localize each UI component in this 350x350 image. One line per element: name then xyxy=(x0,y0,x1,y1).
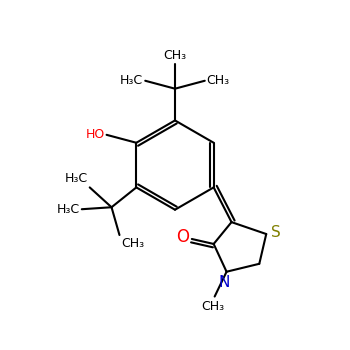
Text: CH₃: CH₃ xyxy=(201,300,224,313)
Text: S: S xyxy=(271,225,281,239)
Text: H₃C: H₃C xyxy=(57,203,80,216)
Text: N: N xyxy=(219,275,230,290)
Text: CH₃: CH₃ xyxy=(207,74,230,87)
Text: HO: HO xyxy=(85,128,105,141)
Text: H₃C: H₃C xyxy=(120,74,143,87)
Text: H₃C: H₃C xyxy=(65,173,88,186)
Text: CH₃: CH₃ xyxy=(121,237,145,250)
Text: CH₃: CH₃ xyxy=(163,49,187,62)
Text: O: O xyxy=(176,228,189,246)
